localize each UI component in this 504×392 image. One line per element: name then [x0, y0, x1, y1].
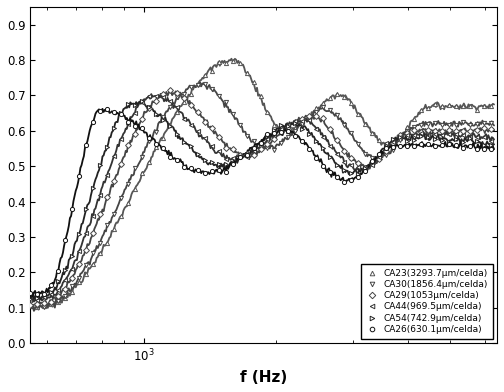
- CA29(1053μm/celda): [460, 128, 466, 133]
- CA29(1053μm/celda): [243, 152, 249, 157]
- CA30(1856.4μm/celda): [460, 120, 466, 124]
- Legend: CA23(3293.7μm/celda), CA30(1856.4μm/celda), CA29(1053μm/celda), CA44(969.5μm/cel: CA23(3293.7μm/celda), CA30(1856.4μm/celd…: [361, 264, 492, 339]
- CA44(969.5μm/celda): [487, 139, 493, 143]
- CA29(1053μm/celda): [223, 146, 229, 151]
- CA23(3293.7μm/celda): [223, 60, 229, 65]
- CA26(630.1μm/celda): [250, 146, 257, 151]
- CA26(630.1μm/celda): [230, 162, 236, 166]
- CA29(1053μm/celda): [27, 302, 33, 307]
- CA26(630.1μm/celda): [487, 147, 493, 151]
- CA26(630.1μm/celda): [390, 145, 396, 149]
- CA26(630.1μm/celda): [104, 107, 110, 112]
- CA54(742.9μm/celda): [97, 163, 103, 168]
- Line: CA54(742.9μm/celda): CA54(742.9μm/celda): [28, 99, 492, 301]
- CA30(1856.4μm/celda): [41, 305, 47, 310]
- CA44(969.5μm/celda): [27, 298, 33, 302]
- CA30(1856.4μm/celda): [250, 139, 257, 143]
- CA23(3293.7μm/celda): [460, 103, 466, 108]
- CA30(1856.4μm/celda): [202, 82, 208, 87]
- CA44(969.5μm/celda): [230, 156, 236, 160]
- CA54(742.9μm/celda): [460, 140, 466, 144]
- CA23(3293.7μm/celda): [487, 103, 493, 108]
- CA44(969.5μm/celda): [34, 298, 40, 303]
- CA54(742.9μm/celda): [139, 99, 145, 103]
- CA44(969.5μm/celda): [460, 132, 466, 137]
- CA30(1856.4μm/celda): [69, 284, 75, 289]
- CA26(630.1μm/celda): [460, 146, 466, 151]
- CA30(1856.4μm/celda): [487, 121, 493, 125]
- X-axis label: f (Hz): f (Hz): [240, 370, 287, 385]
- CA23(3293.7μm/celda): [250, 80, 257, 85]
- CA44(969.5μm/celda): [69, 266, 75, 271]
- CA54(742.9μm/celda): [383, 145, 389, 149]
- CA29(1053μm/celda): [487, 127, 493, 132]
- CA30(1856.4μm/celda): [27, 304, 33, 309]
- Line: CA23(3293.7μm/celda): CA23(3293.7μm/celda): [28, 59, 492, 309]
- CA23(3293.7μm/celda): [69, 290, 75, 295]
- CA26(630.1μm/celda): [27, 291, 33, 296]
- CA44(969.5μm/celda): [390, 140, 396, 145]
- CA30(1856.4μm/celda): [390, 147, 396, 152]
- CA30(1856.4μm/celda): [230, 112, 236, 117]
- CA26(630.1μm/celda): [69, 207, 75, 211]
- CA44(969.5μm/celda): [250, 149, 257, 153]
- CA44(969.5μm/celda): [153, 94, 159, 98]
- CA23(3293.7μm/celda): [390, 139, 396, 144]
- CA54(742.9μm/celda): [223, 161, 229, 166]
- CA54(742.9μm/celda): [243, 152, 249, 156]
- CA54(742.9μm/celda): [27, 297, 33, 302]
- Line: CA29(1053μm/celda): CA29(1053μm/celda): [28, 88, 492, 307]
- CA30(1856.4μm/celda): [90, 251, 96, 256]
- CA23(3293.7μm/celda): [34, 305, 40, 310]
- CA44(969.5μm/celda): [90, 214, 96, 219]
- CA23(3293.7μm/celda): [90, 262, 96, 267]
- CA26(630.1μm/celda): [34, 292, 40, 296]
- Line: CA44(969.5μm/celda): CA44(969.5μm/celda): [28, 94, 492, 302]
- Line: CA30(1856.4μm/celda): CA30(1856.4μm/celda): [28, 82, 492, 310]
- Line: CA26(630.1μm/celda): CA26(630.1μm/celda): [28, 107, 492, 296]
- CA23(3293.7μm/celda): [230, 59, 236, 64]
- CA23(3293.7μm/celda): [27, 303, 33, 308]
- CA54(742.9μm/celda): [487, 142, 493, 147]
- CA29(1053μm/celda): [383, 149, 389, 154]
- CA54(742.9μm/celda): [83, 207, 89, 212]
- CA26(630.1μm/celda): [90, 120, 96, 125]
- CA29(1053μm/celda): [97, 212, 103, 217]
- CA29(1053μm/celda): [83, 247, 89, 252]
- CA29(1053μm/celda): [167, 87, 173, 92]
